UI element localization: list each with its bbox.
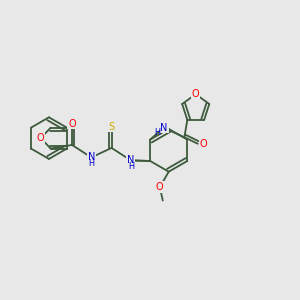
Text: O: O	[37, 133, 45, 143]
Text: H: H	[128, 162, 134, 171]
Text: N: N	[127, 155, 135, 165]
Text: O: O	[200, 139, 208, 149]
Text: S: S	[109, 122, 115, 131]
Text: N: N	[160, 123, 168, 133]
Text: O: O	[156, 182, 164, 192]
Text: O: O	[68, 118, 76, 128]
Text: H: H	[88, 160, 94, 169]
Text: O: O	[192, 89, 200, 99]
Text: N: N	[88, 152, 95, 162]
Text: H: H	[154, 128, 160, 137]
